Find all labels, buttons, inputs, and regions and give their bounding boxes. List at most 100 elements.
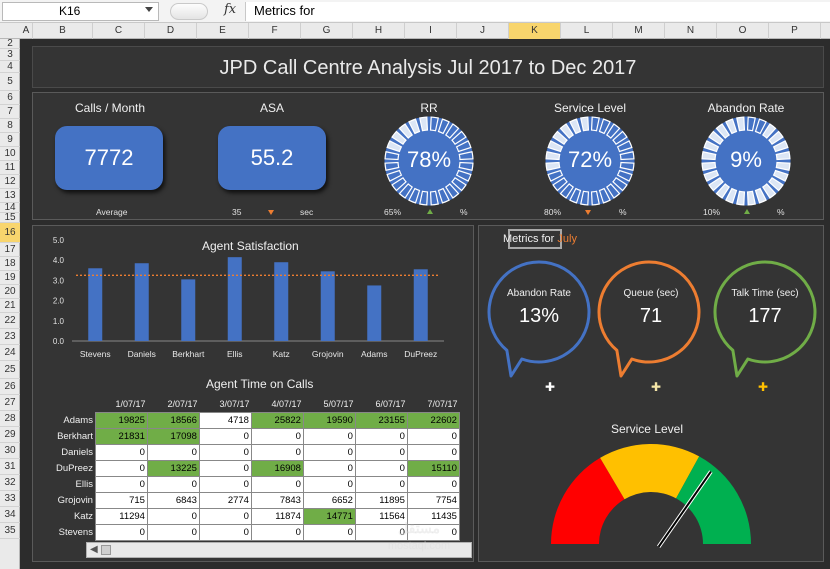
row-header-3[interactable]: 3 <box>0 49 20 61</box>
column-header-g[interactable]: G <box>301 23 353 39</box>
row-header-29[interactable]: 29 <box>0 427 20 443</box>
column-header-n[interactable]: N <box>665 23 717 39</box>
row-header-15[interactable]: 15 <box>0 213 20 223</box>
time-cell[interactable]: 0 <box>198 427 252 445</box>
column-header-o[interactable]: O <box>717 23 769 39</box>
row-header-32[interactable]: 32 <box>0 475 20 491</box>
horizontal-scrollbar[interactable]: ◀ <box>86 542 472 558</box>
time-cell[interactable]: 0 <box>146 507 200 525</box>
date-header[interactable]: 5/07/17 <box>323 399 354 410</box>
time-cell[interactable]: 0 <box>146 523 200 541</box>
insert-function-icon[interactable]: fx <box>224 2 237 17</box>
time-cell[interactable]: 14771 <box>302 507 356 525</box>
row-header-13[interactable]: 13 <box>0 189 20 203</box>
time-cell[interactable]: 0 <box>250 475 304 493</box>
time-cell[interactable]: 11895 <box>354 491 408 509</box>
time-cell[interactable]: 0 <box>250 427 304 445</box>
agent-name[interactable]: Ellis <box>75 478 93 490</box>
date-header[interactable]: 7/07/17 <box>427 399 458 410</box>
time-cell[interactable]: 19590 <box>302 411 356 429</box>
time-cell[interactable]: 11294 <box>94 507 148 525</box>
time-cell[interactable]: 11874 <box>250 507 304 525</box>
time-cell[interactable]: 0 <box>354 443 408 461</box>
name-box-dropdown-icon[interactable] <box>145 7 153 12</box>
row-header-4[interactable]: 4 <box>0 61 20 73</box>
time-cell[interactable]: 22602 <box>406 411 460 429</box>
agent-name[interactable]: Katz <box>73 510 93 522</box>
agent-name[interactable]: Grojovin <box>57 494 93 506</box>
agent-name[interactable]: Daniels <box>61 446 93 458</box>
time-cell[interactable]: 0 <box>146 475 200 493</box>
time-cell[interactable]: 715 <box>94 491 148 509</box>
time-cell[interactable]: 16908 <box>250 459 304 477</box>
time-cell[interactable]: 15110 <box>406 459 460 477</box>
time-cell[interactable]: 0 <box>302 523 356 541</box>
time-cell[interactable]: 0 <box>302 459 356 477</box>
time-cell[interactable]: 0 <box>146 443 200 461</box>
agent-name[interactable]: Stevens <box>58 526 93 538</box>
row-header-10[interactable]: 10 <box>0 147 20 161</box>
row-header-26[interactable]: 26 <box>0 379 20 395</box>
date-header[interactable]: 1/07/17 <box>115 399 146 410</box>
column-header-i[interactable]: I <box>405 23 457 39</box>
time-cell[interactable]: 0 <box>198 523 252 541</box>
name-box[interactable]: K16 <box>2 2 159 21</box>
time-cell[interactable]: 0 <box>94 443 148 461</box>
row-header-20[interactable]: 20 <box>0 285 20 299</box>
row-header-16[interactable]: 16 <box>0 223 20 243</box>
date-header[interactable]: 3/07/17 <box>219 399 250 410</box>
time-cell[interactable]: 0 <box>302 427 356 445</box>
date-header[interactable]: 4/07/17 <box>271 399 302 410</box>
time-cell[interactable]: 13225 <box>146 459 200 477</box>
time-cell[interactable]: 0 <box>198 443 252 461</box>
time-cell[interactable]: 0 <box>198 459 252 477</box>
row-header-2[interactable]: 2 <box>0 39 20 49</box>
formula-expand-handle[interactable] <box>170 3 208 20</box>
row-header-9[interactable]: 9 <box>0 133 20 147</box>
row-header-31[interactable]: 31 <box>0 459 20 475</box>
time-cell[interactable]: 0 <box>94 523 148 541</box>
column-header-f[interactable]: F <box>249 23 301 39</box>
row-header-27[interactable]: 27 <box>0 395 20 411</box>
row-header-14[interactable]: 14 <box>0 203 20 213</box>
time-cell[interactable]: 0 <box>354 523 408 541</box>
row-header-23[interactable]: 23 <box>0 329 20 345</box>
agent-name[interactable]: Berkhart <box>57 430 93 442</box>
time-cell[interactable]: 0 <box>94 475 148 493</box>
date-header[interactable]: 6/07/17 <box>375 399 406 410</box>
agent-name[interactable]: DuPreez <box>56 462 93 474</box>
time-cell[interactable]: 0 <box>406 523 460 541</box>
column-header-l[interactable]: L <box>561 23 613 39</box>
time-cell[interactable]: 25822 <box>250 411 304 429</box>
row-header-6[interactable]: 6 <box>0 91 20 105</box>
column-header-m[interactable]: M <box>613 23 665 39</box>
row-header-34[interactable]: 34 <box>0 507 20 523</box>
row-header-12[interactable]: 12 <box>0 175 20 189</box>
row-header-22[interactable]: 22 <box>0 313 20 329</box>
row-header-35[interactable]: 35 <box>0 523 20 539</box>
row-header-18[interactable]: 18 <box>0 257 20 271</box>
time-cell[interactable]: 0 <box>198 475 252 493</box>
time-cell[interactable]: 0 <box>250 443 304 461</box>
time-cell[interactable]: 17098 <box>146 427 200 445</box>
column-header-k[interactable]: K <box>509 23 561 39</box>
column-header-d[interactable]: D <box>145 23 197 39</box>
formula-input[interactable]: Metrics for <box>245 2 830 21</box>
row-header-19[interactable]: 19 <box>0 271 20 285</box>
date-header[interactable]: 2/07/17 <box>167 399 198 410</box>
time-cell[interactable]: 6652 <box>302 491 356 509</box>
row-header-21[interactable]: 21 <box>0 299 20 313</box>
time-cell[interactable]: 0 <box>302 443 356 461</box>
scrollbar-thumb[interactable] <box>101 545 111 555</box>
row-header-24[interactable]: 24 <box>0 345 20 361</box>
row-header-30[interactable]: 30 <box>0 443 20 459</box>
agent-name[interactable]: Adams <box>63 414 93 426</box>
time-cell[interactable]: 0 <box>406 475 460 493</box>
time-cell[interactable]: 0 <box>302 475 356 493</box>
selected-cell-k16[interactable] <box>508 229 562 249</box>
row-header-25[interactable]: 25 <box>0 361 20 379</box>
time-cell[interactable]: 23155 <box>354 411 408 429</box>
time-cell[interactable]: 0 <box>354 475 408 493</box>
row-header-5[interactable]: 5 <box>0 73 20 91</box>
time-cell[interactable]: 0 <box>198 507 252 525</box>
